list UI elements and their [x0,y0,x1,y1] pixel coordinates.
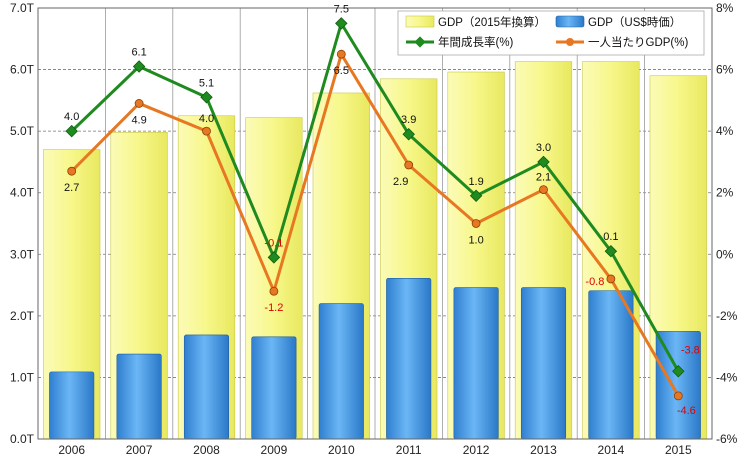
legend-label: GDP（US$時価） [588,16,681,29]
data-label-per-capita: 1.0 [468,235,483,247]
x-tick-label: 2011 [396,443,422,457]
y-left-tick-label: 7.0T [10,1,35,15]
legend-swatch-gdp-2015 [405,15,435,28]
y-left-tick-label: 0.0T [10,432,35,446]
data-label-growth: -0.1 [264,237,283,249]
y-right-tick-label: -6% [716,432,738,446]
series-lines [65,17,685,401]
data-label-per-capita: -4.6 [677,405,696,417]
legend-marker-growth [414,36,426,48]
data-label-growth: 5.1 [199,77,214,89]
y-right-tick-label: -4% [716,370,738,384]
point-per-capita [404,160,414,170]
plot-border [37,7,713,440]
bar-gdp-usd [251,336,297,440]
point-per-capita [336,49,346,59]
bar-gdp-usd [49,371,95,440]
data-label-per-capita: 2.7 [64,182,79,194]
data-label-growth: 7.5 [334,3,349,15]
x-tick-label: 2015 [665,443,692,457]
point-per-capita [269,286,279,296]
x-tick-label: 2009 [261,443,288,457]
point-per-capita [606,274,616,284]
data-label-growth: 4.0 [64,111,79,123]
point-per-capita [471,219,481,228]
point-growth [200,91,213,104]
y-left-tick-label: 5.0T [10,124,35,138]
data-label-growth: 1.9 [468,176,483,188]
y-left-tick-label: 2.0T [10,309,35,323]
data-label-growth: 0.1 [603,231,618,243]
x-tick-label: 2007 [126,443,153,457]
point-per-capita [134,99,144,108]
legend-label: GDP（2015年換算） [438,15,546,29]
legend: GDP（2015年換算） GDP（US$時価） 年間成長率(%) 一人当たりGDP(%… [397,10,705,56]
point-growth [537,155,550,169]
y-right-tick-label: 2% [716,186,734,200]
y-left-tick-label: 6.0T [10,63,35,77]
data-label-growth: 3.0 [536,142,551,154]
point-per-capita [673,391,683,401]
y-right-tick-label: 4% [716,124,734,138]
point-growth [65,124,78,138]
data-labels: 4.0 2.7 6.1 4.9 5.1 4.0 -0.1 -1.2 7.5 6.5 3.9 2.9 1.… [64,3,700,417]
y-left-tick-label: 4.0T [10,186,35,200]
point-growth [604,244,618,258]
bar-gdp-usd [318,303,364,440]
y-left-tick-label: 1.0T [10,370,35,384]
bars [43,61,707,440]
point-growth [335,17,348,30]
series-line-growth [70,21,680,373]
x-tick-label: 2013 [530,443,557,457]
x-tick-label: 2010 [328,443,355,457]
data-label-per-capita: -1.2 [264,302,283,314]
data-label-growth: -3.8 [681,344,700,356]
bar-gdp-usd [386,277,432,440]
y-right-tick-label: 8% [716,1,734,15]
x-tick-label: 2014 [598,443,625,457]
point-growth [402,127,415,141]
x-tick-label: 2006 [58,443,85,457]
point-growth [672,365,685,378]
data-label-per-capita: 2.1 [536,172,551,184]
series-line-per-capita [70,52,680,397]
point-growth [132,60,146,73]
legend-label: 一人当たりGDP(%) [588,35,688,49]
y-left-tick-label: 3.0T [10,247,35,261]
axes: 0.0T 1.0T 2.0T 3.0T 4.0T 5.0T 6.0T 7.0T -6% -4% -2… [10,1,738,457]
bar-gdp-usd [116,353,162,440]
y-right-tick-label: -2% [716,309,738,323]
point-growth [267,251,281,264]
data-label-growth: 6.1 [131,46,146,58]
legend-label: 年間成長率(%) [438,35,514,49]
y-right-tick-label: 0% [716,247,734,261]
data-label-per-capita: 6.5 [334,65,349,77]
data-label-growth: 3.9 [401,114,416,126]
legend-marker-per-capita [566,38,574,46]
point-per-capita [67,166,77,176]
bar-gdp-usd [453,287,499,440]
data-label-per-capita: 4.9 [131,114,146,126]
point-per-capita [202,126,211,136]
x-tick-label: 2008 [193,443,220,457]
bar-gdp-usd [520,287,567,440]
point-per-capita [539,185,548,195]
x-tick-label: 2012 [463,443,490,457]
legend-box [397,10,705,56]
bar-gdp-usd [183,334,230,440]
data-label-per-capita: 4.0 [199,113,214,125]
data-label-per-capita: -0.8 [585,276,604,288]
bar-gdp-usd [588,290,634,440]
data-label-per-capita: 2.9 [393,176,408,188]
legend-swatch-gdp-usd [555,15,585,28]
y-right-tick-label: 6% [716,63,734,77]
point-growth [469,189,483,203]
